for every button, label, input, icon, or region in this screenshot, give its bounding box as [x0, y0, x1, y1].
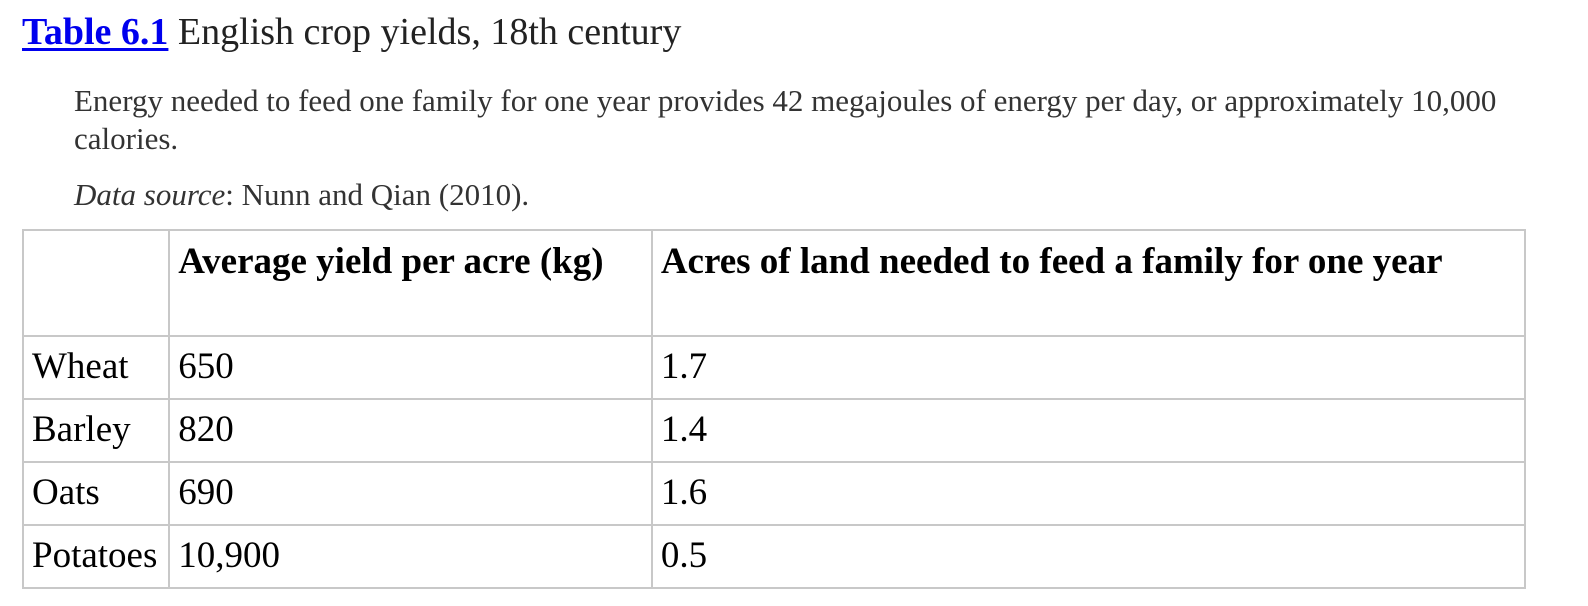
data-source-text: : Nunn and Qian (2010). — [225, 177, 530, 212]
table-caption: Table 6.1 English crop yields, 18th cent… — [22, 8, 1566, 56]
yield-value: 650 — [168, 335, 653, 400]
content: Table 6.1 English crop yields, 18th cent… — [21, 8, 1566, 589]
yield-value: 10,900 — [168, 524, 653, 589]
acres-value: 1.7 — [650, 335, 1527, 400]
table-title: English crop yields, 18th century — [168, 11, 682, 53]
table-row: Oats 690 1.6 — [21, 461, 1527, 526]
crop-name: Wheat — [21, 335, 171, 400]
table-row: Potatoes 10,900 0.5 — [21, 524, 1527, 589]
acres-value: 1.6 — [650, 461, 1527, 526]
table-notes: Energy needed to feed one family for one… — [74, 82, 1566, 214]
table-row: Wheat 650 1.7 — [21, 335, 1527, 400]
crop-name: Oats — [21, 461, 171, 526]
table-number-link[interactable]: Table 6.1 — [22, 11, 169, 53]
acres-value: 0.5 — [650, 524, 1527, 589]
data-source-note: Data source: Nunn and Qian (2010). — [74, 176, 1566, 214]
crop-name: Barley — [21, 398, 171, 463]
yield-value: 690 — [168, 461, 653, 526]
table-row: Barley 820 1.4 — [21, 398, 1527, 463]
energy-note: Energy needed to feed one family for one… — [74, 83, 1497, 156]
data-source-label: Data source — [74, 177, 226, 212]
crop-yields-table: Average yield per acre (kg) Acres of lan… — [21, 229, 1527, 589]
yield-value: 820 — [168, 398, 653, 463]
crop-name: Potatoes — [21, 524, 171, 589]
header-average-yield: Average yield per acre (kg) — [168, 229, 653, 337]
header-crop — [21, 229, 171, 337]
table-header-row: Average yield per acre (kg) Acres of lan… — [21, 229, 1527, 337]
acres-value: 1.4 — [650, 398, 1527, 463]
header-acres-needed: Acres of land needed to feed a family fo… — [650, 229, 1527, 337]
